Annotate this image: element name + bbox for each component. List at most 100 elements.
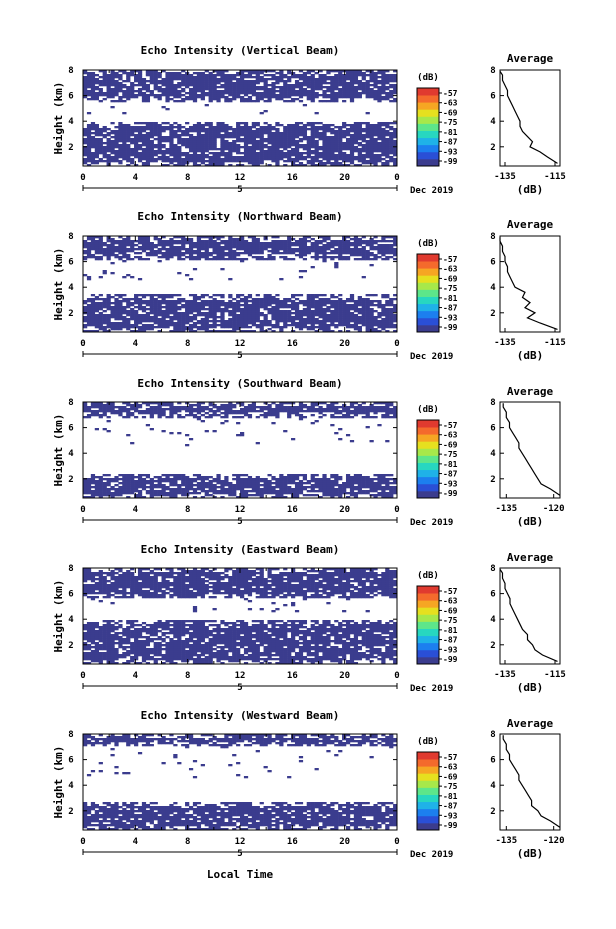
echo-cell xyxy=(291,126,296,129)
echo-cell xyxy=(338,134,343,137)
echo-cell xyxy=(204,150,209,153)
echo-cell xyxy=(306,318,311,321)
echo-cell xyxy=(126,306,131,309)
echo-cell xyxy=(326,310,331,313)
echo-cell xyxy=(318,82,323,85)
echo-cell xyxy=(236,486,241,489)
echo-cell xyxy=(263,238,268,241)
echo-cell xyxy=(255,130,260,133)
echo-cell xyxy=(232,246,237,249)
echo-cell xyxy=(377,486,382,489)
echo-cell xyxy=(310,88,315,91)
echo-cell xyxy=(130,158,135,161)
echo-cell xyxy=(165,88,170,91)
echo-cell xyxy=(224,160,229,163)
echo-cell xyxy=(90,322,96,325)
echo-cell xyxy=(153,126,158,129)
echo-cell xyxy=(318,94,323,97)
echo-cell xyxy=(275,494,280,497)
echo-cell xyxy=(326,72,331,75)
echo-cell xyxy=(349,254,355,257)
echo-cell xyxy=(208,246,213,249)
echo-cell xyxy=(208,142,213,145)
echo-cell xyxy=(243,482,249,485)
echo-cell xyxy=(298,314,304,317)
echo-cell xyxy=(326,318,331,321)
echo-cell xyxy=(126,254,131,257)
echo-cell xyxy=(255,258,260,261)
echo-cell xyxy=(275,72,280,75)
echo-cell xyxy=(126,150,131,153)
echo-cell xyxy=(381,496,386,499)
echo-cell xyxy=(314,484,319,487)
echo-cell xyxy=(385,486,390,489)
echo-cell xyxy=(275,160,280,163)
echo-cell xyxy=(169,138,174,141)
echo-cell xyxy=(240,330,245,333)
echo-cell xyxy=(83,140,88,143)
echo-cell xyxy=(279,132,284,135)
echo-cell xyxy=(94,324,99,327)
echo-cell xyxy=(185,328,190,331)
echo-cell xyxy=(310,126,315,129)
echo-cell xyxy=(357,300,362,303)
echo-cell xyxy=(287,142,292,145)
echo-cell xyxy=(212,88,217,91)
echo-cell xyxy=(90,84,96,87)
echo-cell xyxy=(134,80,139,83)
echo-cell xyxy=(263,156,268,159)
echo-cell xyxy=(149,146,154,149)
colorbar-swatch xyxy=(417,275,439,283)
echo-cell xyxy=(188,96,194,99)
echo-cell xyxy=(145,86,151,89)
average-y-tick-label: 6 xyxy=(490,258,495,268)
echo-cell xyxy=(196,134,202,137)
echo-cell xyxy=(232,88,237,91)
echo-cell xyxy=(208,254,213,257)
echo-cell xyxy=(338,126,343,129)
echo-cell xyxy=(353,146,359,149)
echo-cell xyxy=(385,248,390,251)
echo-cell xyxy=(153,80,158,83)
echo-cell xyxy=(208,90,213,93)
echo-cell xyxy=(94,330,99,333)
echo-cell xyxy=(98,316,103,319)
echo-cell xyxy=(259,130,264,133)
echo-cell xyxy=(381,138,386,141)
echo-cell xyxy=(338,74,343,77)
echo-cell xyxy=(263,300,268,303)
echo-cell xyxy=(204,300,209,303)
echo-cell xyxy=(381,140,386,143)
echo-cell xyxy=(389,96,394,99)
echo-cell xyxy=(149,304,154,307)
echo-cell xyxy=(192,294,198,297)
echo-cell xyxy=(161,490,166,493)
echo-cell xyxy=(149,132,154,135)
echo-cell xyxy=(173,310,178,313)
echo-cell xyxy=(145,320,151,323)
echo-cell xyxy=(83,88,88,91)
echo-cell xyxy=(393,78,398,81)
echo-cell xyxy=(130,482,135,485)
echo-cell xyxy=(188,156,194,159)
echo-cell xyxy=(94,244,99,247)
echo-cell xyxy=(149,300,154,303)
echo-cell xyxy=(185,486,190,489)
echo-cell xyxy=(298,164,304,167)
echo-cell xyxy=(314,490,319,493)
echo-cell xyxy=(153,246,158,249)
echo-cell xyxy=(192,150,198,153)
echo-cell xyxy=(243,308,249,311)
echo-cell xyxy=(369,304,374,307)
echo-cell xyxy=(232,488,237,491)
echo-cell xyxy=(188,126,194,129)
echo-cell xyxy=(342,310,347,313)
echo-cell xyxy=(208,140,213,143)
echo-cell xyxy=(212,74,217,77)
echo-cell xyxy=(287,76,292,79)
echo-cell xyxy=(357,74,362,77)
echo-cell xyxy=(322,238,327,241)
echo-cell xyxy=(271,136,276,139)
echo-cell xyxy=(385,246,390,249)
echo-cell xyxy=(224,70,229,73)
